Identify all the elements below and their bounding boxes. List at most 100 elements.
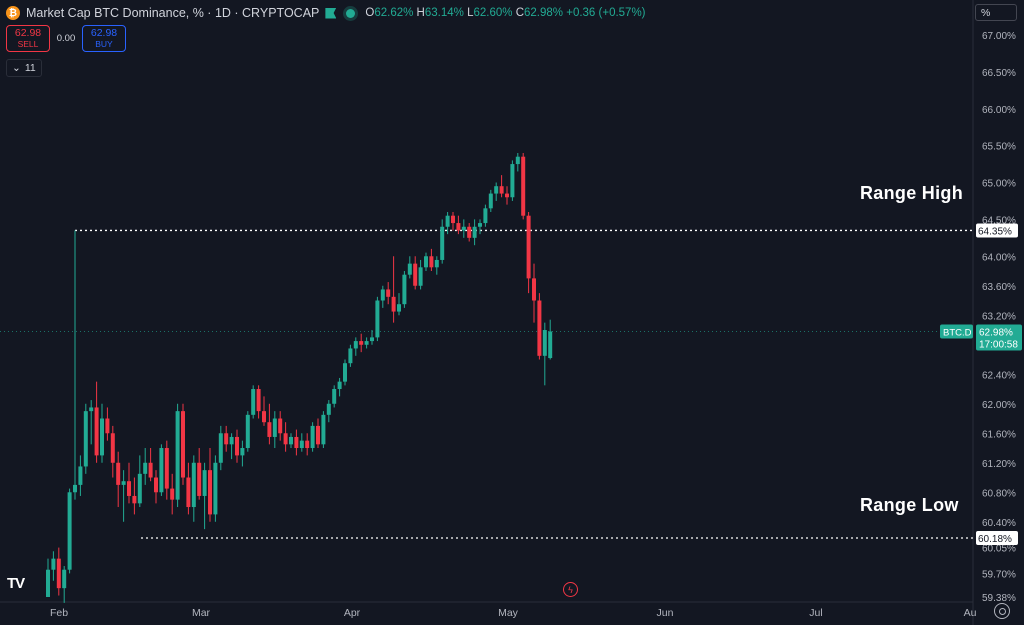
y-tick-label: 61.20% (982, 459, 1016, 470)
range-low-label: Range Low (860, 495, 959, 515)
candle-body (272, 418, 277, 437)
y-tick-label: 60.40% (982, 518, 1016, 529)
candle-body (548, 331, 553, 359)
candle-body (467, 226, 472, 238)
level-tag-text: 64.35% (978, 226, 1012, 237)
candle-body (143, 462, 148, 474)
x-tick-label: Jul (809, 607, 822, 619)
candle-body (294, 436, 299, 449)
candle-body (326, 403, 331, 415)
price-tag-value: 62.98% (979, 327, 1013, 338)
x-tick-label: Feb (50, 607, 68, 619)
change-value: +0.36 (+0.57%) (566, 7, 646, 19)
buy-button[interactable]: 62.98 BUY (82, 25, 126, 52)
x-tick-label: Apr (344, 607, 361, 619)
candle-body (121, 481, 126, 485)
symbol-title[interactable]: Market Cap BTC Dominance, % · 1D · CRYPT… (26, 6, 320, 20)
candle-body (89, 407, 94, 412)
candle-body (251, 389, 256, 415)
candle-body (353, 341, 358, 349)
high-label: H (416, 7, 425, 19)
chevron-down-icon: ⌄ (12, 62, 21, 74)
candle-body (488, 193, 493, 209)
candle-body (213, 462, 218, 515)
candle-body (148, 462, 153, 478)
candle-body (137, 473, 142, 504)
candle-body (67, 492, 72, 570)
candle-body (191, 462, 196, 508)
buy-label: BUY (95, 38, 113, 49)
flag-icon[interactable] (325, 7, 337, 19)
candle-body (343, 363, 347, 382)
candle-body (116, 462, 121, 485)
candle-body (359, 341, 364, 345)
x-tick-label: Au (964, 607, 977, 619)
y-tick-label: 63.60% (982, 282, 1016, 293)
sell-button[interactable]: 62.98 SELL (6, 25, 50, 52)
tradingview-logo-icon[interactable]: TV (7, 575, 25, 592)
y-tick-label: 64.50% (982, 215, 1016, 226)
y-tick-label: 62.40% (982, 370, 1016, 381)
candle-body (305, 440, 310, 449)
candle-body (202, 470, 207, 496)
y-tick-label: 65.00% (982, 179, 1016, 190)
high-value: 63.14% (424, 7, 464, 19)
candle-body (186, 477, 191, 508)
candle-body (370, 337, 374, 342)
candle-body (348, 348, 353, 364)
level-tag (976, 223, 1018, 238)
candle-body (526, 215, 531, 279)
trade-panel: 62.98 SELL 0.00 62.98 BUY (6, 25, 126, 52)
candle-body (127, 481, 131, 496)
candle-body (537, 300, 542, 356)
candle-body (456, 223, 461, 231)
candle-body (159, 448, 164, 493)
candle-body (56, 558, 61, 589)
candle-body (62, 569, 67, 589)
candle-body (100, 418, 104, 456)
candle-body (478, 223, 482, 227)
lightning-icon[interactable]: ϟ (563, 582, 578, 597)
candle-body (132, 495, 137, 504)
candle-body (424, 256, 428, 268)
candle-body (316, 425, 320, 445)
candle-body (110, 433, 115, 463)
sell-label: SELL (17, 38, 39, 49)
candle-body (532, 278, 536, 301)
y-tick-label: 61.60% (982, 429, 1016, 440)
candle-body (515, 156, 520, 165)
candle-body (386, 289, 391, 297)
candle-body (289, 436, 293, 445)
candle-body (94, 407, 99, 456)
close-value: 62.98% (524, 7, 564, 19)
candle-body (170, 488, 175, 500)
symbol-tag-text: BTC.D (943, 327, 972, 338)
indicators-toggle[interactable]: ⌄ 11 (6, 59, 42, 77)
candle-body (375, 300, 380, 338)
candle-body (418, 267, 423, 286)
range-high-label: Range High (860, 183, 964, 203)
bitcoin-logo-icon: ₿ (6, 6, 20, 20)
candle-body (51, 558, 56, 570)
candle-body (154, 477, 158, 493)
candle-body (278, 418, 283, 434)
candle-body (78, 466, 83, 485)
symbol-header[interactable]: ₿ Market Cap BTC Dominance, % · 1D · CRY… (6, 4, 646, 22)
ohlc-values: O62.62% H63.14% L62.60% C62.98% +0.36 (+… (365, 7, 645, 19)
scale-mode-button[interactable]: % (975, 4, 1017, 21)
candle-body (542, 330, 547, 356)
symbol-tag (940, 324, 973, 339)
y-tick-label: 62.00% (982, 400, 1016, 411)
y-tick-label: 60.80% (982, 488, 1016, 499)
spread-value: 0.00 (56, 33, 76, 44)
gear-icon[interactable] (994, 603, 1010, 619)
candle-body (299, 440, 304, 449)
candle-body (337, 381, 342, 390)
buy-price: 62.98 (90, 26, 118, 39)
candle-body (83, 411, 88, 467)
candle-body (164, 448, 169, 489)
candle-body (521, 156, 526, 216)
market-status-icon[interactable] (346, 8, 356, 18)
candle-body (245, 414, 250, 449)
